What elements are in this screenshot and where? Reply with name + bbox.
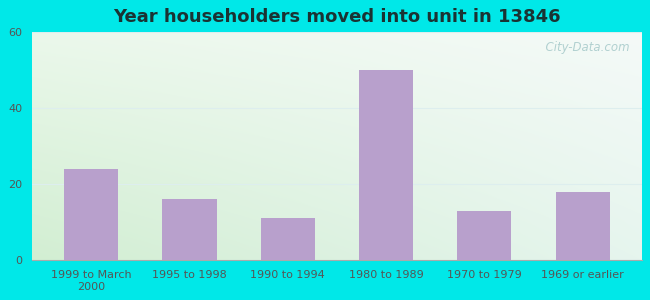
Title: Year householders moved into unit in 13846: Year householders moved into unit in 138… — [113, 8, 561, 26]
Bar — [64, 169, 118, 260]
Text: City-Data.com: City-Data.com — [538, 41, 629, 54]
Bar — [162, 200, 216, 260]
Bar — [556, 192, 610, 260]
Bar — [458, 211, 512, 260]
Bar — [359, 70, 413, 260]
Bar — [261, 218, 315, 260]
